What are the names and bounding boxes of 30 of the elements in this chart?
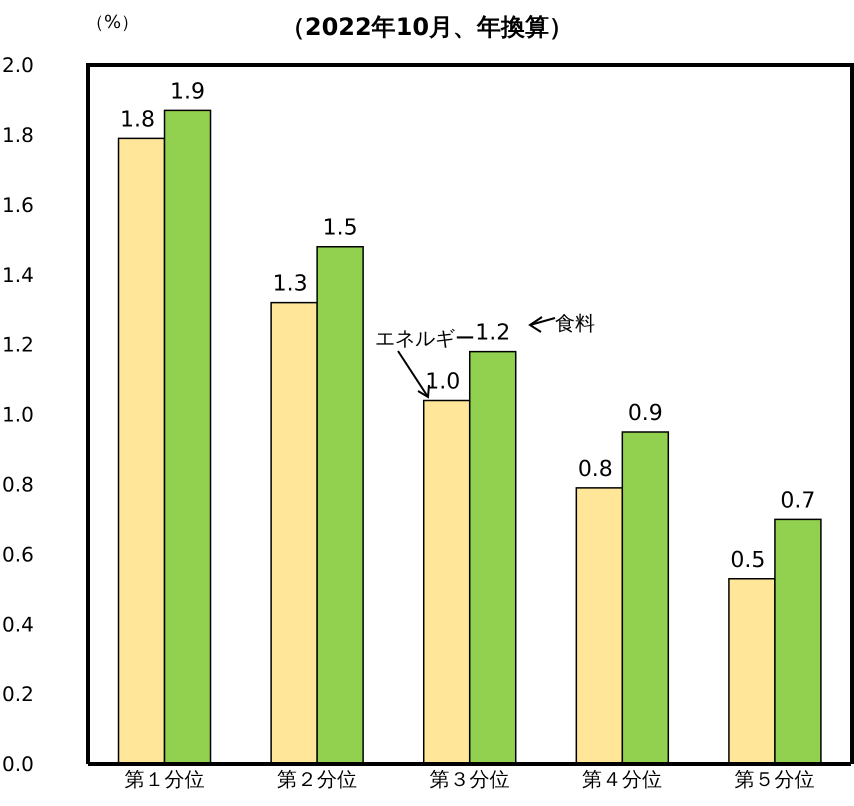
data-label: 1.0 bbox=[425, 370, 460, 395]
y-tick-label: 1.8 bbox=[2, 123, 34, 147]
y-tick-label: 0.0 bbox=[2, 752, 34, 776]
data-label: 1.2 bbox=[475, 320, 510, 346]
data-label: 0.8 bbox=[578, 456, 613, 482]
y-tick-label: 1.4 bbox=[2, 262, 34, 287]
x-tick-label: 第１分位 bbox=[124, 767, 204, 792]
y-tick-label: 1.6 bbox=[2, 192, 34, 217]
y-tick-label: 0.6 bbox=[2, 542, 34, 566]
legend-label: 食料 bbox=[555, 311, 595, 335]
y-tick-label: 0.4 bbox=[2, 612, 34, 636]
data-label: 0.9 bbox=[628, 400, 663, 426]
data-label: 1.5 bbox=[322, 216, 358, 241]
y-tick-label: 0.8 bbox=[2, 472, 34, 496]
data-label: 1.3 bbox=[272, 272, 308, 297]
x-tick-label: 第５分位 bbox=[734, 767, 815, 792]
y-tick-label: 0.2 bbox=[2, 682, 34, 706]
x-tick-label: 第３分位 bbox=[430, 767, 510, 792]
text: エネルギー bbox=[375, 326, 475, 350]
y-axis-title: （%） bbox=[86, 11, 140, 34]
y-tick-label: 1.0 bbox=[2, 402, 34, 427]
x-tick-label: 第２分位 bbox=[276, 767, 357, 792]
data-label: 1.9 bbox=[170, 79, 206, 104]
data-label: 1.8 bbox=[120, 107, 156, 132]
y-tick-label: 1.2 bbox=[2, 332, 34, 357]
x-tick-label: 第４分位 bbox=[582, 767, 662, 792]
y-tick-label: 2.0 bbox=[2, 53, 34, 78]
data-label: 0.5 bbox=[730, 548, 766, 573]
chart-title: （2022年10月、年換算） bbox=[280, 13, 574, 41]
data-label: 0.7 bbox=[780, 488, 816, 514]
